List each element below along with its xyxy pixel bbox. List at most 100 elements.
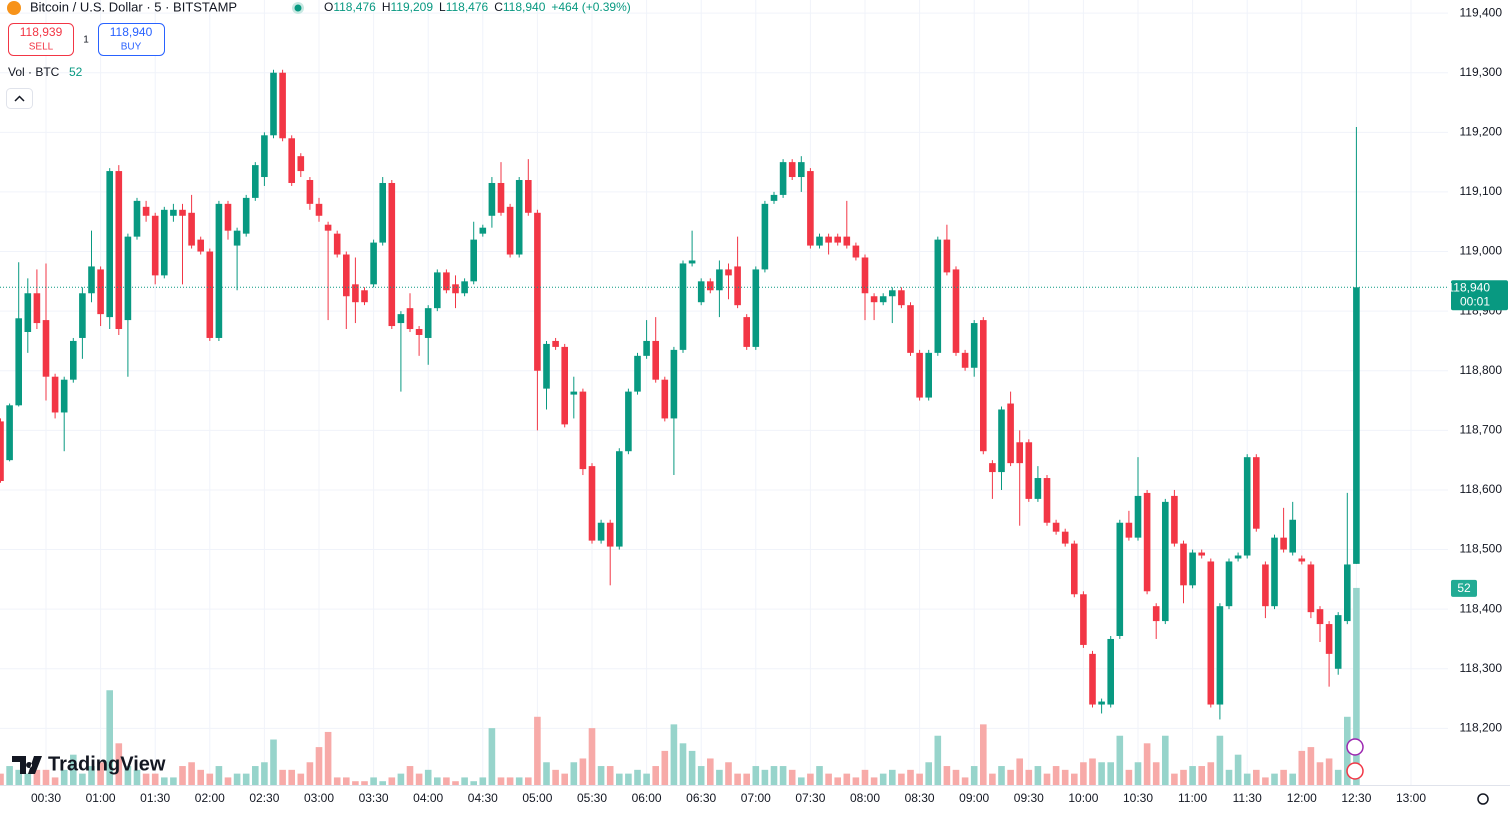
- candle-body: [388, 182, 396, 327]
- volume-bar: [625, 773, 632, 785]
- volume-bar: [606, 766, 614, 785]
- volume-bar: [597, 766, 605, 785]
- last-price-label: 118,940: [1448, 280, 1491, 294]
- volume-pane: [0, 587, 1360, 785]
- volume-bar: [179, 766, 186, 785]
- candle-body: [707, 281, 714, 291]
- candle-body: [343, 254, 350, 297]
- volume-bar: [743, 773, 750, 785]
- candle-body: [224, 203, 232, 231]
- volume-bar: [825, 773, 832, 785]
- candle-body: [961, 352, 969, 368]
- volume-bar: [170, 777, 177, 785]
- volume-bar: [588, 728, 596, 785]
- volume-bar: [661, 750, 669, 785]
- candle-body: [816, 236, 823, 246]
- volume-bar: [1289, 773, 1296, 785]
- candle-body: [743, 317, 750, 347]
- candle-body: [1043, 478, 1051, 523]
- candle-body: [788, 162, 796, 178]
- volume-bar: [634, 769, 641, 785]
- volume-bar: [534, 716, 541, 785]
- x-tick-label: 01:30: [140, 791, 170, 805]
- x-tick-label: 10:30: [1123, 791, 1153, 805]
- volume-bar: [1189, 766, 1196, 785]
- candle-body: [925, 352, 932, 398]
- candle-body: [779, 162, 787, 195]
- volume-bar: [879, 773, 887, 785]
- brand: TradingView: [48, 753, 166, 775]
- volume-bar: [488, 728, 496, 785]
- volume-bar: [506, 777, 514, 785]
- sell-price: 118,939: [20, 25, 63, 39]
- spread: 1: [83, 35, 89, 46]
- volume-bar: [1089, 758, 1096, 785]
- volume-bar: [834, 777, 841, 785]
- candle-body: [1180, 543, 1187, 586]
- volume-bar: [252, 766, 259, 785]
- volume-bar: [51, 777, 59, 785]
- volume-bar: [525, 777, 532, 785]
- candle-body: [397, 314, 405, 324]
- volume-bar: [1116, 735, 1124, 785]
- candle-body: [252, 165, 259, 198]
- volume-bar: [952, 769, 960, 785]
- volume-bar: [1162, 735, 1169, 785]
- volume-bar: [188, 762, 195, 785]
- volume-bar: [788, 769, 796, 785]
- candle-body: [807, 171, 814, 246]
- candle-body: [643, 340, 650, 356]
- volume-bar: [1325, 758, 1333, 785]
- candle-body: [1189, 552, 1196, 586]
- volume-bar: [42, 769, 50, 785]
- candle-body: [97, 269, 104, 315]
- candle-body: [1107, 638, 1114, 705]
- candle-body: [1016, 442, 1023, 464]
- volume-bar: [161, 777, 168, 785]
- volume-bar: [415, 773, 423, 785]
- y-tick-label: 118,200: [1460, 721, 1503, 735]
- volume-bar: [1107, 762, 1114, 785]
- ohlc-value: 118,940: [503, 0, 546, 14]
- candle-body: [1207, 561, 1215, 705]
- volume-bar: [643, 773, 650, 785]
- x-tick-label: 00:30: [31, 791, 61, 805]
- buy-button[interactable]: [98, 23, 165, 56]
- collapse-icon: [14, 95, 25, 102]
- volume-bar: [943, 766, 951, 785]
- settings-icon[interactable]: [1477, 793, 1489, 805]
- candle-body: [661, 379, 669, 419]
- volume-bar: [1216, 735, 1224, 785]
- candle-body: [688, 260, 696, 264]
- x-tick-label: 02:30: [249, 791, 279, 805]
- ohlc-value: 118,476: [446, 0, 489, 14]
- y-tick-label: 118,500: [1460, 542, 1503, 556]
- candle-body: [934, 239, 942, 353]
- volume-bar: [315, 747, 323, 785]
- symbol: Bitcoin / U.S. Dollar · 5 · BITSTAMP: [30, 0, 237, 14]
- volume-bar: [1253, 769, 1260, 785]
- candle-body: [161, 209, 168, 276]
- collapse-button[interactable]: [6, 88, 33, 109]
- volume-bar: [1271, 773, 1278, 785]
- volume-bar: [343, 777, 350, 785]
- volume-bar: [270, 739, 277, 785]
- x-tick-label: 03:00: [304, 791, 334, 805]
- volume-bar: [361, 781, 368, 785]
- candle-body: [279, 72, 286, 139]
- sell-button[interactable]: [8, 23, 74, 56]
- volume-bar: [816, 766, 823, 785]
- candle-body: [151, 215, 159, 276]
- volume-bar: [79, 773, 86, 785]
- candle-body: [970, 323, 978, 368]
- volume-bar: [752, 766, 760, 785]
- volume-bar: [352, 781, 359, 785]
- x-tick-label: 10:00: [1068, 791, 1098, 805]
- event-icon[interactable]: [1346, 762, 1364, 780]
- candle-body: [552, 340, 559, 347]
- x-tick-label: 11:30: [1233, 791, 1262, 805]
- status-dot: [294, 4, 302, 12]
- event-icon[interactable]: [1346, 738, 1364, 756]
- volume-bar: [97, 762, 104, 785]
- candle-body: [1052, 522, 1060, 532]
